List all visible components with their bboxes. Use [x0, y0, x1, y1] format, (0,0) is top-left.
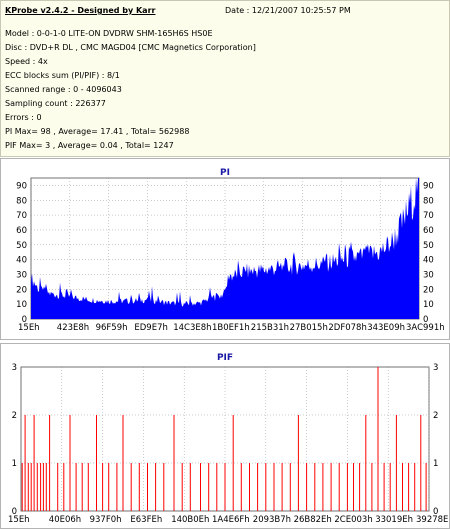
x-tick-label: 27B015h: [290, 323, 328, 333]
y-tick-label: 60: [16, 226, 27, 236]
y-tick-label: 70: [16, 211, 27, 221]
x-tick-label: 26B82Eh: [294, 515, 332, 525]
scan-date: Date : 12/21/2007 10:25:57 PM: [225, 6, 351, 15]
pif-chart: PIF 0 1 2 3 0 1 2 3 15Eh 40E06h 937F0h E63FEh 140B0Eh…: [8, 353, 449, 525]
y-tick-label-right: 0: [433, 507, 438, 517]
x-tick-label: 3AC991h: [406, 323, 445, 333]
info-errors: Errors : 0: [5, 113, 42, 122]
pi-chart: PI 0 10 20 30 40 50 60 70 80 90 0 10 20 30 40 50 60 70 80 90…: [16, 168, 445, 333]
y-tick-label: 30: [16, 270, 27, 280]
x-tick-label: 40E06h: [49, 515, 81, 525]
chart-title: PIF: [217, 353, 233, 363]
y-tick-label-right: 30: [423, 270, 434, 280]
x-tick-label: 2093B7h: [253, 515, 291, 525]
y-tick-label: 1: [12, 459, 17, 469]
y-tick-label-right: 70: [423, 211, 434, 221]
y-tick-label-right: 40: [423, 256, 434, 266]
y-tick-label: 40: [16, 256, 27, 266]
x-tick-label: 215B31h: [251, 323, 289, 333]
info-disc: Disc : DVD+R DL , CMC MAGD04 [CMC Magnet…: [5, 43, 256, 52]
pi-chart-panel: PI 0 10 20 30 40 50 60 70 80 90 0 10 20 30 40 50 60 70 80 90…: [0, 158, 450, 340]
x-tick-label: 2CE003h: [334, 515, 372, 525]
x-tick-label: 96F59h: [96, 323, 128, 333]
app-title: KProbe v2.4.2 - Designed by Karr: [5, 6, 156, 15]
y-tick-label: 0: [22, 315, 27, 325]
info-model: Model : 0-0-1-0 LITE-ON DVDRW SHM-165H6S…: [5, 29, 213, 38]
y-tick-label-right: 1: [433, 459, 438, 469]
x-tick-label: 39278Eh: [416, 515, 449, 525]
y-tick-label-right: 0: [423, 315, 428, 325]
x-tick-label: 33019Eh: [375, 515, 413, 525]
y-tick-label: 80: [16, 196, 27, 206]
y-tick-label: 2: [12, 411, 17, 421]
y-tick-label-right: 50: [423, 241, 434, 251]
x-tick-label: 423E8h: [57, 323, 89, 333]
y-tick-label: 20: [16, 285, 27, 295]
y-tick-label-right: 90: [423, 181, 434, 191]
chart-title: PI: [220, 168, 230, 178]
x-tick-label: 140B0Eh: [171, 515, 209, 525]
x-tick-label: 1A4E6Fh: [212, 515, 250, 525]
y-tick-label-right: 3: [433, 363, 438, 373]
x-tick-label: 937F0h: [90, 515, 122, 525]
x-tick-label: 15Eh: [8, 515, 30, 525]
x-tick-label: 15Eh: [18, 323, 40, 333]
info-speed: Speed : 4x: [5, 57, 48, 66]
info-ecc: ECC blocks sum (PI/PIF) : 8/1: [5, 71, 120, 80]
info-pi-summary: PI Max= 98 , Average= 17.41 , Total= 562…: [5, 127, 190, 136]
info-panel: KProbe v2.4.2 - Designed by Karr Date : …: [0, 0, 450, 157]
x-tick-label: 343E09h: [367, 323, 405, 333]
y-tick-label-right: 20: [423, 285, 434, 295]
pi-series-area: [31, 178, 419, 319]
y-tick-label-right: 10: [423, 300, 434, 310]
x-tick-label: 2DF078h: [328, 323, 366, 333]
y-tick-label: 10: [16, 300, 27, 310]
y-tick-label-right: 2: [433, 411, 438, 421]
y-tick-label: 90: [16, 181, 27, 191]
y-tick-label-right: 80: [423, 196, 434, 206]
x-tick-label: E63FEh: [130, 515, 162, 525]
info-range: Scanned range : 0 - 4096043: [5, 85, 122, 94]
info-pif-summary: PIF Max= 3 , Average= 0.04 , Total= 1247: [5, 141, 174, 150]
y-tick-label: 0: [12, 507, 17, 517]
x-tick-label: 14C3E8h: [173, 323, 211, 333]
y-tick-label: 3: [12, 363, 17, 373]
y-tick-label-right: 60: [423, 226, 434, 236]
x-tick-label: 1B0EF1h: [212, 323, 250, 333]
info-sampling: Sampling count : 226377: [5, 99, 106, 108]
y-tick-label: 50: [16, 241, 27, 251]
x-tick-label: ED9E7h: [134, 323, 168, 333]
pif-chart-panel: PIF 0 1 2 3 0 1 2 3 15Eh 40E06h 937F0h E63FEh 140B0Eh…: [0, 343, 450, 529]
